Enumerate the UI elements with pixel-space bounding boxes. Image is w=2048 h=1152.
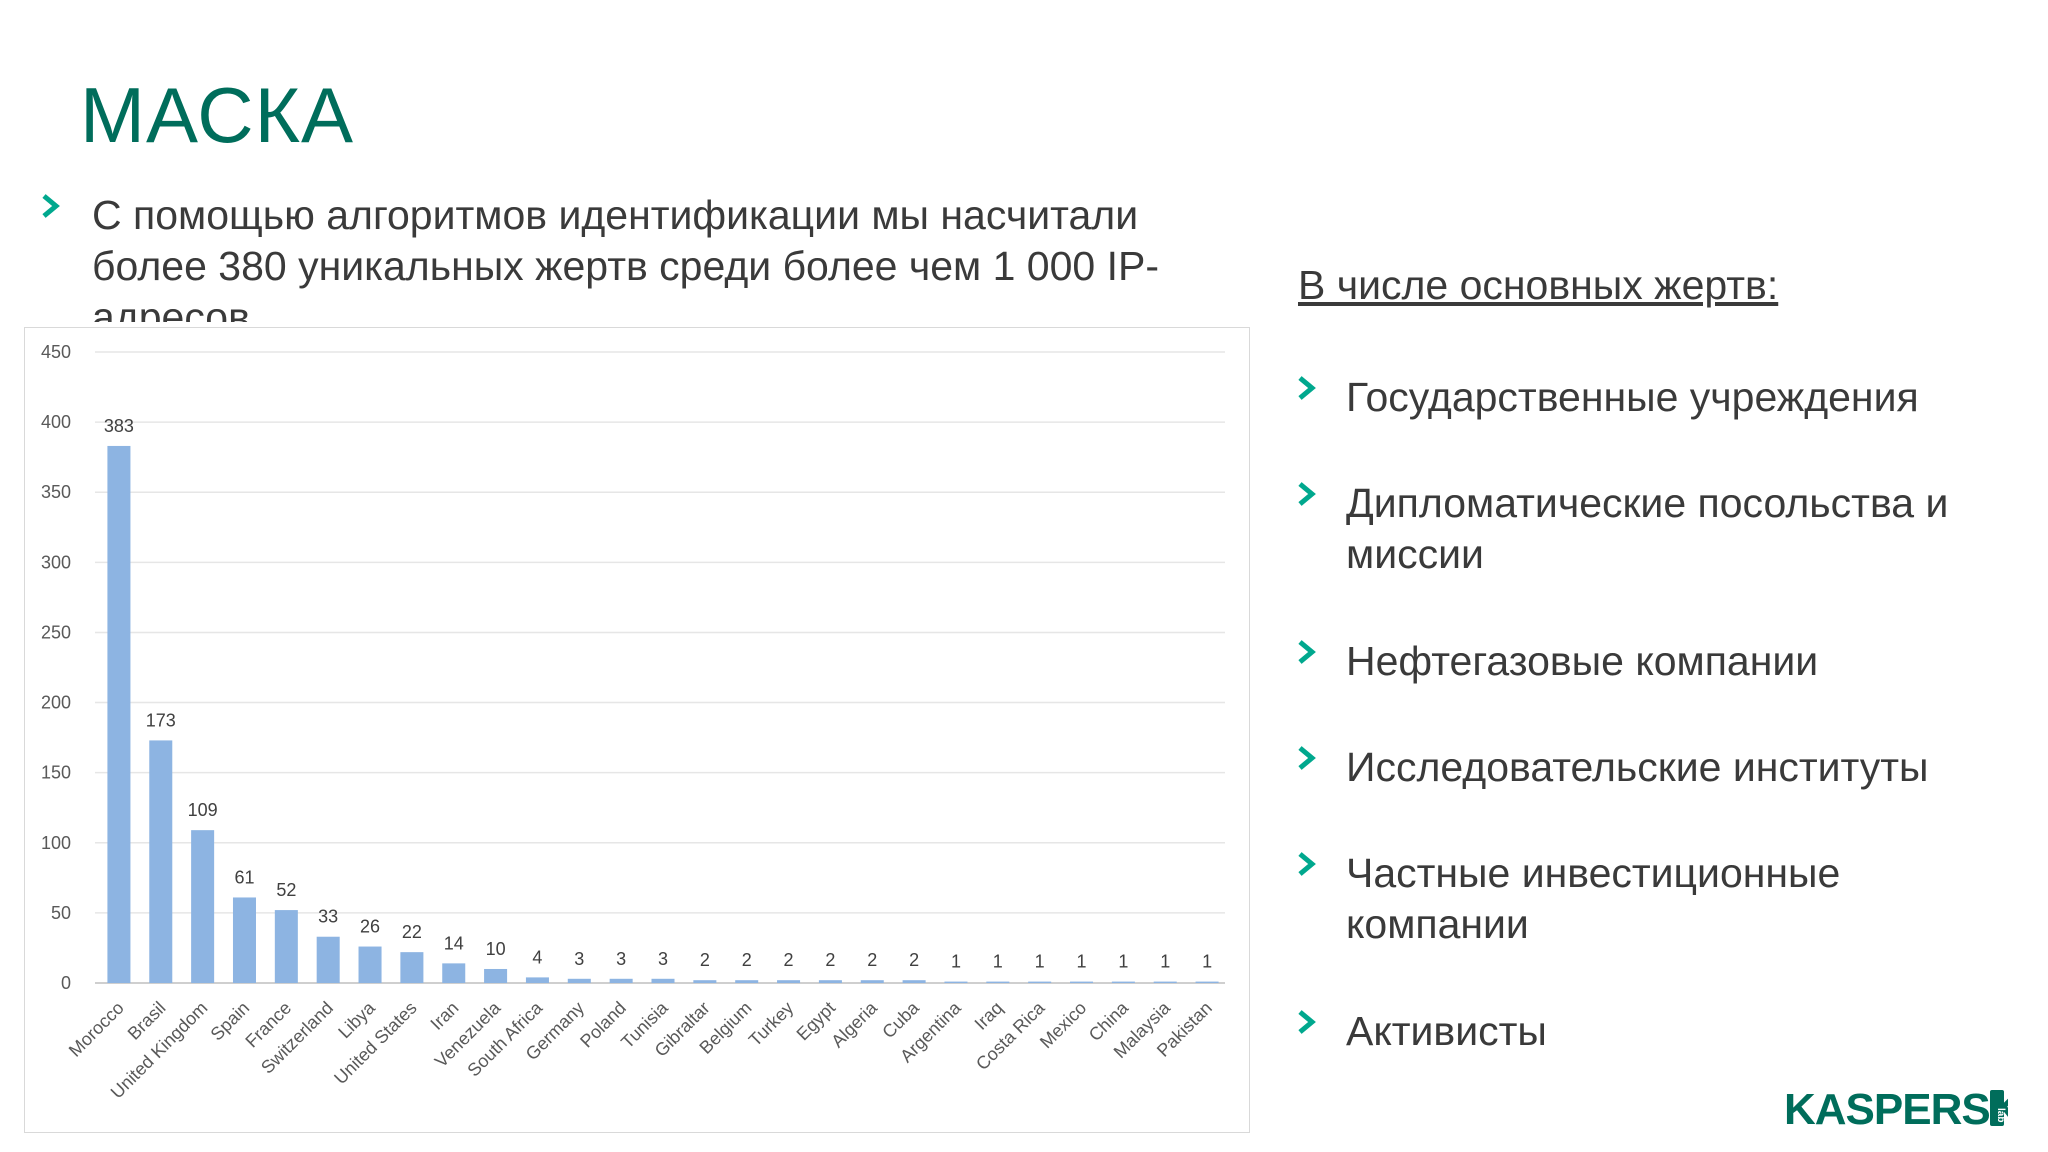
chevron-icon [1296,636,1326,668]
data-label: 61 [234,867,254,887]
data-label: 22 [402,922,422,942]
bar [149,740,173,983]
data-label: 2 [825,950,835,970]
y-tick-label: 250 [41,622,71,642]
data-label: 33 [318,907,338,927]
bar [693,980,717,983]
data-label: 2 [700,950,710,970]
list-item: Дипломатические посольства и миссии [1296,478,2016,580]
bar [484,968,508,983]
data-label: 10 [486,939,506,959]
victim-label: Дипломатические посольства и миссии [1346,480,1949,577]
slide-title: МАСКА [80,71,355,159]
chevron-icon [1296,848,1326,880]
list-item: Частные инвестиционные компании [1296,848,2016,950]
y-tick-label: 0 [61,973,71,993]
kaspersky-logo: KASPERSKY lab [1784,1080,2048,1138]
list-item: Государственные учреждения [1296,372,2016,423]
data-label: 52 [276,880,296,900]
data-label: 4 [532,947,542,967]
victim-label: Государственные учреждения [1346,374,1919,420]
intro-text: С помощью алгоритмов идентификации мы на… [92,192,1160,322]
bar [442,963,466,983]
data-label: 2 [784,950,794,970]
x-tick-label: Turkey [745,998,798,1051]
bar [1070,981,1094,983]
bar [191,830,215,983]
svg-text:lab: lab [1995,1108,2006,1122]
data-label: 1 [1118,952,1128,972]
bar [1195,981,1219,983]
data-label: 1 [1077,952,1087,972]
y-tick-label: 150 [41,763,71,783]
data-label: 2 [909,950,919,970]
svg-text:KASPERSKY: KASPERSKY [1784,1085,2008,1134]
data-label: 109 [188,800,218,820]
bar [818,980,842,983]
bar [232,897,256,983]
intro-bullet: С помощью алгоритмов идентификации мы на… [40,190,1220,322]
bar [944,981,968,983]
data-label: 14 [444,933,464,953]
y-tick-label: 350 [41,482,71,502]
data-label: 1 [993,952,1003,972]
y-tick-label: 450 [41,342,71,362]
data-label: 1 [1202,952,1212,972]
bar [567,978,591,983]
victim-label: Нефтегазовые компании [1346,638,1819,684]
bar [860,980,884,983]
bar [1028,981,1052,983]
bar [735,980,759,983]
bar [358,946,382,983]
bar [400,952,424,983]
bar [609,978,633,983]
bar [1153,981,1177,983]
bar [986,981,1010,983]
x-tick-label: Iraq [971,998,1007,1034]
x-tick-label: Morocco [65,998,128,1061]
victim-label: Активисты [1346,1008,1547,1054]
x-tick-label: Mexico [1036,998,1090,1052]
data-label: 383 [104,416,134,436]
data-label: 1 [1035,952,1045,972]
bar [651,978,675,983]
chevron-icon [1296,742,1326,774]
data-label: 173 [146,710,176,730]
data-label: 3 [616,949,626,969]
data-label: 3 [658,949,668,969]
data-label: 2 [742,950,752,970]
y-tick-label: 50 [51,903,71,923]
victim-label: Исследовательские институты [1346,744,1929,790]
chevron-icon [1296,372,1326,404]
data-label: 26 [360,917,380,937]
y-tick-label: 300 [41,552,71,572]
bar [525,977,549,983]
data-label: 1 [951,952,961,972]
data-label: 1 [1160,952,1170,972]
victims-bar-chart: 0 50 100 150 200 250 300 350 400 450 383 Morocco 173… [24,327,1250,1133]
x-tick-label: Algeria [827,997,881,1051]
list-item: Исследовательские институты [1296,742,2016,793]
bar [107,445,131,984]
list-item: Нефтегазовые компании [1296,636,2016,687]
chart-svg: 0 50 100 150 200 250 300 350 400 450 383 Morocco 173… [41,342,1225,1102]
chevron-icon [1296,478,1326,510]
chevron-icon [40,190,70,222]
bar [274,910,298,983]
y-tick-label: 200 [41,693,71,713]
victims-heading: В числе основных жертв: [1298,262,1779,308]
x-tick-label: Iran [426,998,462,1034]
victim-label: Частные инвестиционные компании [1346,850,1841,947]
data-label: 3 [574,949,584,969]
y-tick-label: 100 [41,833,71,853]
data-label: 2 [867,950,877,970]
bar [902,980,926,983]
bar [777,980,801,983]
bar [316,936,340,983]
list-item: Активисты [1296,1006,2016,1057]
chevron-icon [1296,1006,1326,1038]
y-tick-label: 400 [41,412,71,432]
bar [1111,981,1135,983]
